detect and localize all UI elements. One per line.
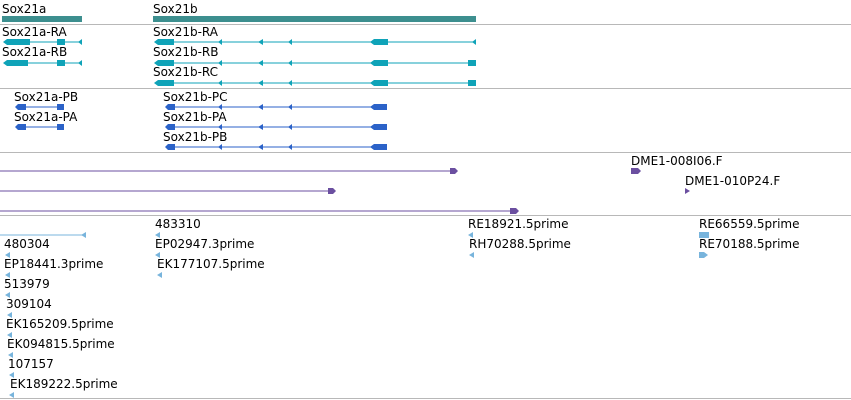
est-ek177107[interactable]: EK177107.5prime bbox=[157, 257, 265, 278]
gene-label-sox21a: Sox21a bbox=[2, 2, 46, 16]
est-ep02947[interactable]: EP02947.3prime bbox=[155, 237, 254, 258]
est-label: RE66559.5prime bbox=[699, 217, 800, 231]
est-label: 513979 bbox=[4, 277, 50, 291]
protein-sox21a-pb[interactable]: Sox21a-PB bbox=[14, 90, 78, 110]
est-re66559[interactable]: RE66559.5prime bbox=[699, 217, 800, 238]
est-ep18441[interactable]: EP18441.3prime bbox=[4, 257, 103, 278]
transcript-label: Sox21b-RB bbox=[153, 45, 218, 59]
clone-feature[interactable] bbox=[0, 188, 336, 194]
transcript-label: Sox21b-RA bbox=[153, 25, 219, 39]
protein-sox21a-pa[interactable]: Sox21a-PA bbox=[14, 110, 78, 130]
transcript-label: Sox21a-RB bbox=[2, 45, 67, 59]
transcript-sox21a-rb[interactable]: Sox21a-RB bbox=[2, 45, 82, 66]
gene-feature-sox21a[interactable] bbox=[2, 16, 82, 22]
est-label: EK094815.5prime bbox=[7, 337, 115, 351]
clone-dme1-010p24[interactable]: DME1-010P24.F bbox=[685, 174, 780, 194]
protein-label: Sox21b-PC bbox=[163, 90, 228, 104]
clone-label: DME1-010P24.F bbox=[685, 174, 780, 188]
clone-track: DME1-008I06.F DME1-010P24.F bbox=[0, 154, 780, 214]
est-ek165209[interactable]: EK165209.5prime bbox=[6, 317, 114, 338]
clone-feature[interactable] bbox=[0, 208, 519, 214]
est-label: RE70188.5prime bbox=[699, 237, 800, 251]
transcript-track: Sox21a-RA Sox21a-RB Sox21b-RA So bbox=[2, 25, 476, 86]
transcript-sox21b-ra[interactable]: Sox21b-RA bbox=[153, 25, 476, 45]
est-rh70288[interactable]: RH70288.5prime bbox=[469, 237, 571, 258]
transcript-label: Sox21a-RA bbox=[2, 25, 67, 39]
est-label: 480304 bbox=[4, 237, 50, 251]
est-track: 480304 EP18441.3prime 513979 309104 EK16… bbox=[0, 217, 800, 398]
protein-track: Sox21a-PB Sox21a-PA Sox21b-PC Sox21b-PA bbox=[14, 90, 387, 150]
est-label: EK189222.5prime bbox=[10, 377, 118, 391]
clone-dme1-008i06[interactable]: DME1-008I06.F bbox=[631, 154, 723, 174]
protein-label: Sox21b-PB bbox=[163, 130, 227, 144]
protein-sox21b-pc[interactable]: Sox21b-PC bbox=[163, 90, 387, 110]
protein-label: Sox21a-PA bbox=[14, 110, 78, 124]
gene-label-sox21b: Sox21b bbox=[153, 2, 198, 16]
protein-label: Sox21b-PA bbox=[163, 110, 227, 124]
est-label: RH70288.5prime bbox=[469, 237, 571, 251]
est-label: 483310 bbox=[155, 217, 201, 231]
est-label: 309104 bbox=[6, 297, 52, 311]
est-re18921[interactable]: RE18921.5prime bbox=[468, 217, 569, 238]
est-feature[interactable] bbox=[0, 232, 86, 238]
est-513979[interactable]: 513979 bbox=[4, 277, 50, 298]
est-480304[interactable]: 480304 bbox=[4, 237, 50, 258]
protein-label: Sox21a-PB bbox=[14, 90, 78, 104]
transcript-sox21b-rc[interactable]: Sox21b-RC bbox=[153, 65, 476, 86]
est-label: EK165209.5prime bbox=[6, 317, 114, 331]
gene-track: Sox21a Sox21b bbox=[2, 2, 476, 22]
est-label: EK177107.5prime bbox=[157, 257, 265, 271]
transcript-sox21b-rb[interactable]: Sox21b-RB bbox=[153, 45, 476, 66]
est-ek189222[interactable]: EK189222.5prime bbox=[9, 377, 118, 398]
transcript-sox21a-ra[interactable]: Sox21a-RA bbox=[2, 25, 82, 45]
protein-sox21b-pa[interactable]: Sox21b-PA bbox=[163, 110, 387, 130]
est-label: EP18441.3prime bbox=[4, 257, 103, 271]
protein-sox21b-pb[interactable]: Sox21b-PB bbox=[163, 130, 387, 150]
est-ek094815[interactable]: EK094815.5prime bbox=[7, 337, 115, 358]
est-label: EP02947.3prime bbox=[155, 237, 254, 251]
transcript-label: Sox21b-RC bbox=[153, 65, 218, 79]
est-label: 107157 bbox=[8, 357, 54, 371]
clone-label: DME1-008I06.F bbox=[631, 154, 723, 168]
est-309104[interactable]: 309104 bbox=[6, 297, 52, 318]
est-re70188[interactable]: RE70188.5prime bbox=[699, 237, 800, 258]
gene-feature-sox21b[interactable] bbox=[153, 16, 476, 22]
est-483310[interactable]: 483310 bbox=[155, 217, 201, 238]
clone-feature[interactable] bbox=[0, 168, 458, 174]
est-107157[interactable]: 107157 bbox=[8, 357, 54, 378]
est-label: RE18921.5prime bbox=[468, 217, 569, 231]
